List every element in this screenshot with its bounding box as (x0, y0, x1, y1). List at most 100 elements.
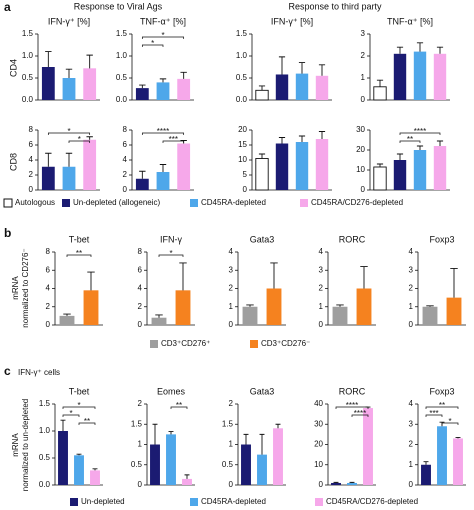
y-tick-label: 4 (29, 155, 34, 164)
bar (421, 464, 431, 485)
error-bar (155, 314, 163, 318)
bar (83, 290, 99, 325)
y-tick-label: 0 (361, 95, 366, 104)
legend-swatch (315, 498, 323, 506)
error-bar (278, 137, 286, 144)
significance-label: * (169, 249, 172, 258)
y-tick-label: 2 (409, 284, 414, 293)
panel-label: a (4, 0, 11, 14)
significance-label: * (161, 31, 164, 40)
significance-bracket (47, 132, 91, 135)
y-tick-label: 4 (319, 247, 324, 256)
y-tick-label: 2 (229, 284, 234, 293)
chart-title: Eomes (157, 386, 186, 396)
bar (275, 74, 289, 100)
y-tick-label: 0.5 (222, 460, 234, 469)
panel-subtitle: IFN-γ⁺ cells (18, 368, 60, 377)
y-tick-label: 1.5 (131, 419, 143, 428)
significance-label: * (67, 127, 70, 136)
significance-bracket (62, 414, 80, 417)
y-tick-label: 15 (238, 140, 247, 149)
bar (74, 455, 84, 485)
error-bar (416, 145, 424, 150)
y-tick-label: 8 (123, 125, 128, 134)
significance-label: * (77, 401, 80, 410)
y-tick-label: 4 (123, 155, 128, 164)
y-tick-label: 3 (409, 419, 414, 428)
y-tick-label: 0 (138, 320, 143, 329)
error-bar (86, 54, 93, 69)
bar (273, 428, 283, 485)
y-tick-label: 40 (314, 399, 323, 408)
error-bar (243, 433, 249, 445)
y-tick-label: 20 (314, 440, 323, 449)
y-tick-label: 4 (138, 284, 143, 293)
significance-label: ** (439, 401, 445, 410)
y-tick-label: 0.0 (236, 95, 248, 104)
significance-bracket (141, 44, 164, 47)
bar (241, 444, 251, 485)
bar (363, 408, 373, 485)
y-tick-label: 1 (229, 302, 234, 311)
panel-label: b (4, 226, 11, 240)
error-bar (455, 436, 461, 439)
significance-label: **** (346, 401, 358, 410)
significance-bracket (141, 36, 185, 39)
y-tick-label: 20 (356, 145, 365, 154)
bar (177, 143, 191, 190)
bar (295, 142, 309, 190)
chart-title: Foxp3 (429, 386, 454, 396)
error-bar (336, 304, 344, 307)
error-bar (298, 62, 306, 74)
bar (83, 139, 97, 190)
bar (422, 306, 438, 325)
y-tick-label: 0 (409, 320, 414, 329)
error-bar (65, 68, 73, 78)
y-tick-label: 2 (138, 302, 143, 311)
error-bar (168, 431, 174, 435)
y-tick-label: 8 (29, 125, 34, 134)
bar (90, 470, 100, 485)
y-tick-label: 1 (138, 440, 143, 449)
y-tick-label: 1.0 (236, 51, 248, 60)
legend-label: Un-depleted (81, 497, 125, 506)
bar (266, 288, 282, 325)
error-bar (258, 153, 266, 159)
legend-label: CD3⁺CD276⁻ (261, 339, 310, 348)
y-tick-label: 3 (409, 265, 414, 274)
error-bar (318, 131, 326, 139)
legend-swatch (190, 498, 198, 506)
bar (255, 158, 269, 191)
bar (62, 166, 76, 190)
chart-title: TNF-α⁺ [%] (387, 16, 433, 26)
y-tick-label: 0 (243, 185, 248, 194)
bar (177, 78, 191, 100)
y-tick-label: 10 (238, 155, 247, 164)
y-tick-label: 2 (123, 170, 128, 179)
bar (58, 431, 68, 485)
legend-swatch (250, 340, 258, 348)
legend-label: CD45RA-depleted (201, 198, 266, 207)
error-bar (63, 313, 71, 316)
bar (433, 53, 447, 100)
y-tick-label: 2 (229, 399, 234, 408)
y-tick-label: 0 (319, 480, 324, 489)
group-header: Response to third party (288, 1, 382, 11)
y-tick-label: 1.0 (22, 51, 34, 60)
y-tick-label: 1.0 (39, 426, 51, 435)
chart-title: IFN-γ⁺ [%] (48, 16, 90, 26)
bar (83, 68, 97, 100)
chart-title: RORC (339, 234, 366, 244)
significance-bracket (335, 406, 369, 409)
bar (62, 78, 76, 100)
y-tick-label: 0 (138, 480, 143, 489)
error-bar (76, 453, 82, 456)
significance-bracket (158, 254, 184, 257)
y-tick-label: 6 (123, 140, 128, 149)
error-bar (275, 423, 281, 429)
error-bar (259, 433, 265, 455)
error-bar (60, 419, 66, 431)
significance-bracket (62, 406, 96, 409)
bar (453, 438, 463, 485)
significance-label: * (78, 135, 81, 144)
